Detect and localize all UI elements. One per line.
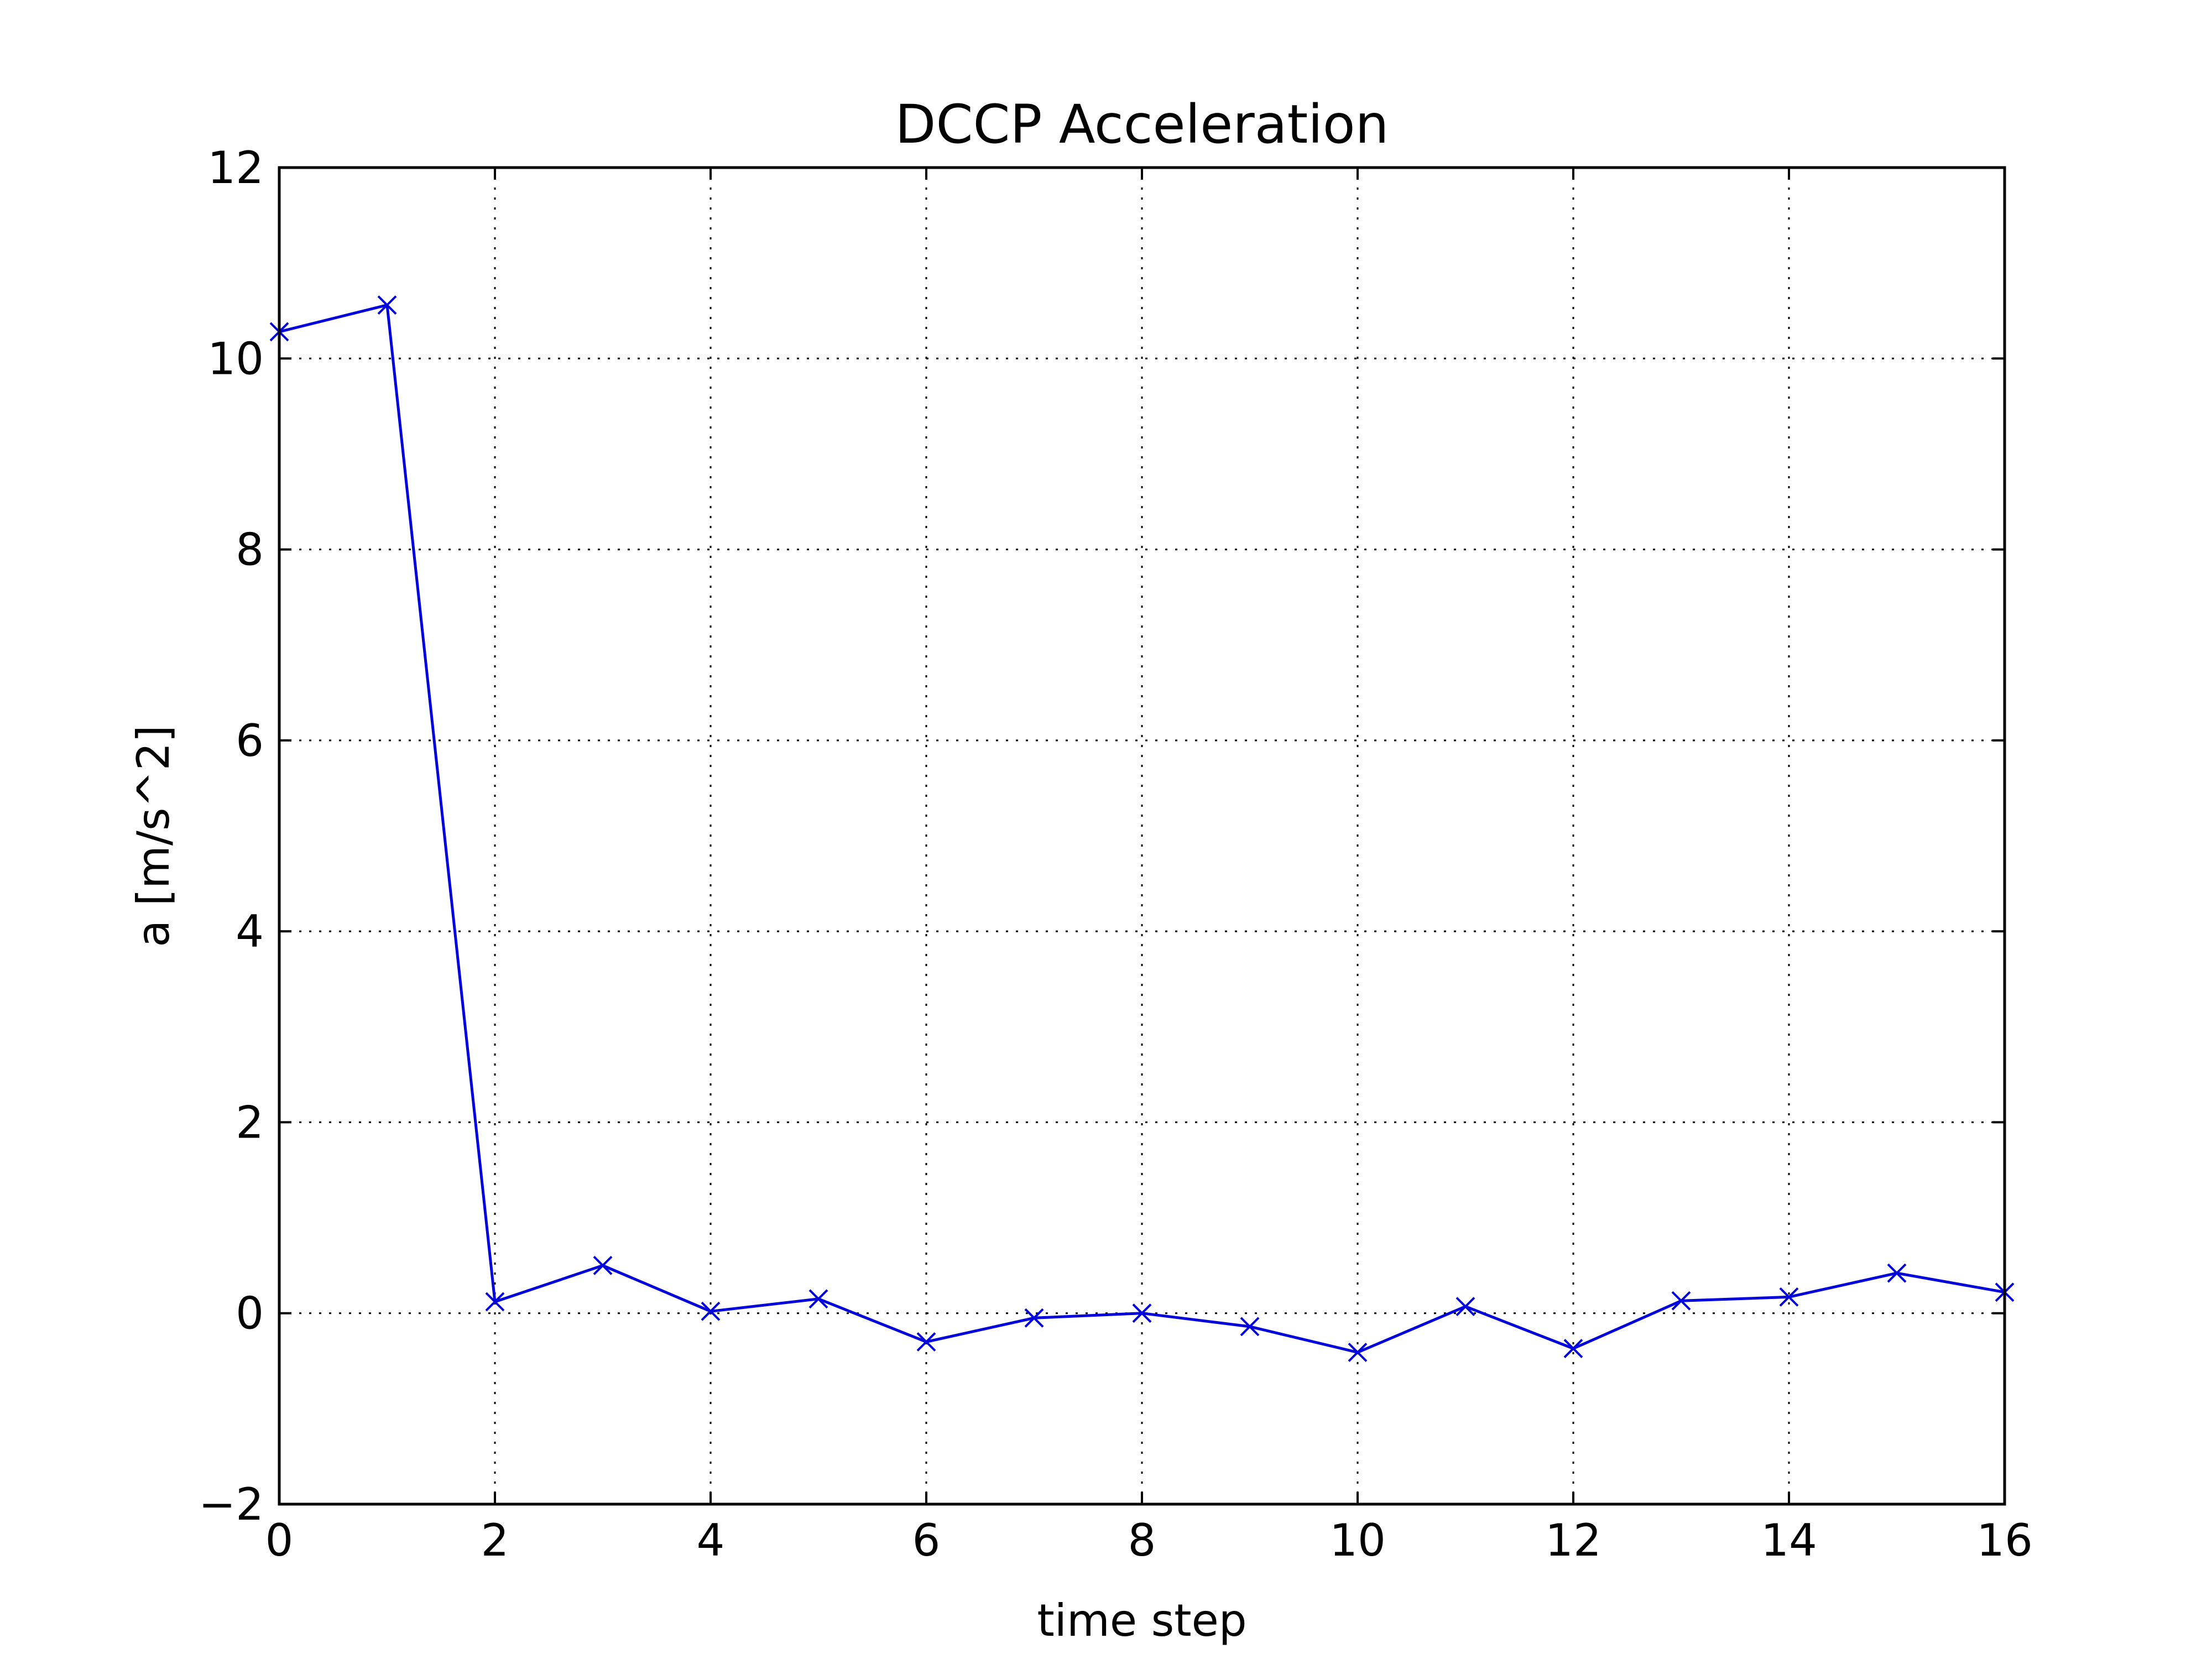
x-tick-label: 0: [265, 1515, 294, 1566]
y-tick-label: 2: [236, 1097, 264, 1148]
data-point: [808, 1289, 828, 1309]
data-point: [701, 1301, 721, 1321]
data-point: [1779, 1287, 1799, 1307]
data-point: [1024, 1308, 1044, 1328]
data-point: [916, 1332, 936, 1352]
y-tick-label: 10: [207, 333, 264, 384]
data-point: [1455, 1297, 1475, 1317]
x-tick-label: 2: [481, 1515, 509, 1566]
y-tick-label: 8: [236, 524, 264, 576]
data-point: [593, 1255, 613, 1275]
series-line: [279, 303, 2005, 1354]
x-tick-label: 14: [1761, 1515, 1817, 1566]
grid-layer: [279, 168, 2005, 1504]
y-axis-label: a [m/s^2]: [128, 725, 179, 947]
x-tick-label: 8: [1128, 1515, 1156, 1566]
x-tick-label: 12: [1545, 1515, 1601, 1566]
data-point: [485, 1292, 505, 1312]
data-point: [1671, 1291, 1691, 1311]
y-tick-label: −2: [199, 1479, 264, 1530]
x-tick-label: 10: [1329, 1515, 1386, 1566]
data-point: [1348, 1343, 1368, 1362]
y-tick-label: 4: [236, 906, 264, 957]
data-point: [1132, 1303, 1152, 1323]
data-point: [1887, 1263, 1907, 1283]
x-tick-label: 16: [1976, 1515, 2033, 1566]
chart-title: DCCP Acceleration: [895, 93, 1389, 155]
x-tick-label: 4: [697, 1515, 725, 1566]
y-tick-label: 6: [236, 715, 264, 766]
data-point: [1240, 1317, 1260, 1337]
y-tick-label: 12: [207, 142, 264, 194]
x-tick-label: 6: [912, 1515, 941, 1566]
data-point: [1563, 1339, 1583, 1359]
series-layer: [269, 295, 2015, 1362]
y-tick-label: 0: [236, 1288, 264, 1339]
data-point: [377, 295, 397, 315]
x-axis-label: time step: [1037, 1595, 1246, 1646]
